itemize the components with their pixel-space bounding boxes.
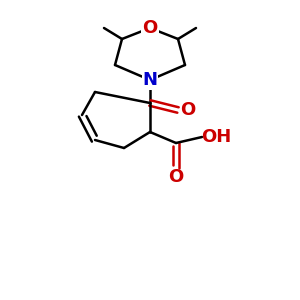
- Text: OH: OH: [201, 128, 231, 146]
- Text: O: O: [168, 168, 184, 186]
- Text: O: O: [180, 101, 196, 119]
- Text: O: O: [142, 19, 158, 37]
- Text: N: N: [142, 71, 158, 89]
